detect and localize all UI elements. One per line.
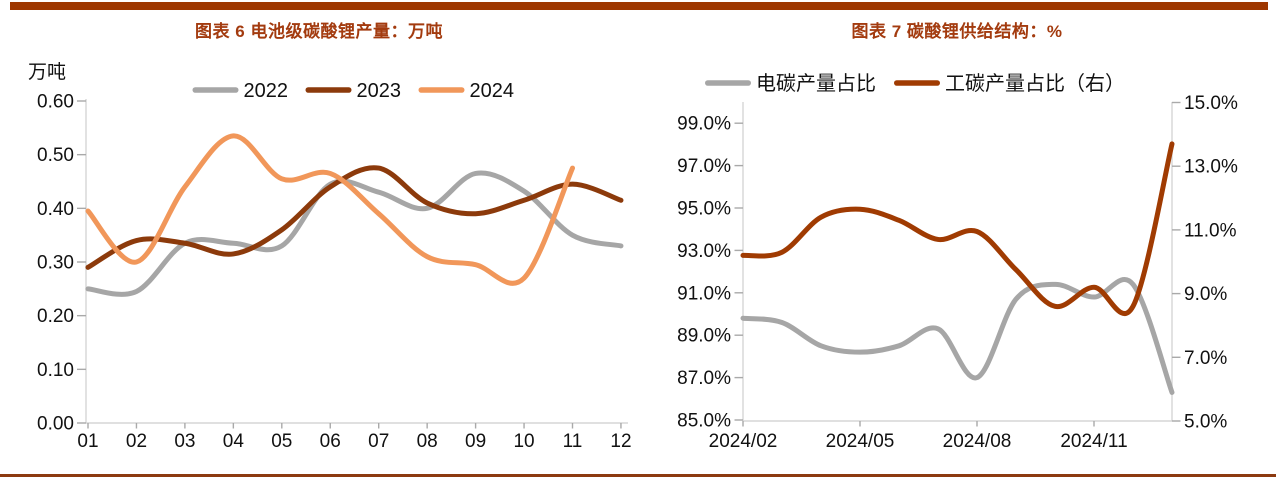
y-tick-label: 0.50	[37, 145, 74, 166]
chart1-title: 图表 6 电池级碳酸锂产量：万吨	[195, 22, 443, 41]
right-y-tick-label: 13.0%	[1184, 157, 1238, 178]
right-y-tick-label: 15.0%	[1184, 93, 1238, 114]
legend-label: 2023	[357, 80, 402, 102]
right-y-tick-label: 9.0%	[1184, 284, 1227, 305]
y-tick-label: 0.30	[37, 253, 74, 274]
legend-item-电碳产量占比: 电碳产量占比	[705, 72, 876, 95]
left-y-tick-label: 85.0%	[677, 411, 731, 432]
left-y-tick-label: 95.0%	[677, 199, 731, 220]
y-tick-label: 0.40	[37, 199, 74, 220]
x-tick-label: 2024/08	[943, 431, 1012, 452]
legend-item-2022: 2022	[192, 80, 289, 102]
y-tick-label: 0.00	[37, 414, 74, 435]
left-y-tick-label: 99.0%	[677, 114, 731, 135]
right-y-tick-label: 7.0%	[1184, 348, 1227, 369]
y-axis-unit-label: 万吨	[28, 61, 66, 83]
x-tick-label: 02	[126, 431, 147, 452]
series-line-2024	[85, 133, 575, 286]
x-tick-label: 04	[223, 431, 245, 452]
x-tick-label: 2024/05	[826, 431, 895, 452]
x-tick-label: 2024/02	[709, 431, 778, 452]
x-tick-label: 01	[77, 431, 98, 452]
legend-swatch	[192, 87, 239, 93]
left-y-tick-label: 97.0%	[677, 156, 731, 177]
legend-item-工碳产量占比（右）: 工碳产量占比（右）	[894, 72, 1125, 95]
x-tick-label: 07	[368, 431, 389, 452]
chart2-plot: 85.0% 87.0% 89.0% 91.0% 93.0% 95.0% 97.0% 99.0%…	[677, 72, 1238, 452]
y-tick-label: 0.60	[37, 92, 74, 113]
bottom-divider	[0, 474, 1276, 477]
x-tick-label: 10	[513, 431, 534, 452]
y-tick-label: 0.20	[37, 306, 74, 327]
chart2-title: 图表 7 碳酸锂供给结构：%	[851, 22, 1063, 41]
legend-label: 电碳产量占比	[756, 72, 876, 95]
legend-item-2024: 2024	[418, 80, 515, 102]
left-y-tick-label: 89.0%	[677, 326, 731, 347]
x-tick-label: 03	[174, 431, 195, 452]
top-accent-bar	[10, 2, 1268, 10]
legend-item-2023: 2023	[305, 80, 402, 102]
x-tick-label: 05	[271, 431, 292, 452]
x-tick-label: 08	[417, 431, 438, 452]
legend-swatch	[418, 87, 465, 93]
series-line-工碳产量占比（右）	[740, 141, 1175, 317]
left-y-tick-label: 91.0%	[677, 283, 731, 304]
x-tick-label: 06	[320, 431, 341, 452]
series-line-2022	[85, 170, 624, 297]
legend-swatch	[705, 80, 751, 86]
legend-swatch	[894, 80, 940, 86]
series-line-2023	[85, 165, 624, 270]
x-tick-label: 2024/11	[1060, 431, 1127, 452]
chart1-plot: 0.00 0.10 0.20 0.30 0.40 0.50 0.60 01 02 03 04 05 06…	[28, 61, 632, 452]
x-tick-label: 09	[465, 431, 486, 452]
x-tick-label: 12	[610, 431, 631, 452]
left-y-tick-label: 93.0%	[677, 241, 731, 262]
left-y-tick-label: 87.0%	[677, 368, 731, 389]
legend-label: 2024	[470, 80, 515, 102]
legend-label: 2022	[244, 80, 289, 102]
y-tick-label: 0.10	[37, 360, 74, 381]
legend-label: 工碳产量占比（右）	[945, 72, 1125, 95]
x-tick-label: 11	[563, 431, 583, 452]
series-line-电碳产量占比	[740, 277, 1175, 395]
legend-swatch	[305, 87, 352, 93]
right-y-tick-label: 5.0%	[1184, 412, 1227, 433]
right-y-tick-label: 11.0%	[1184, 220, 1237, 241]
